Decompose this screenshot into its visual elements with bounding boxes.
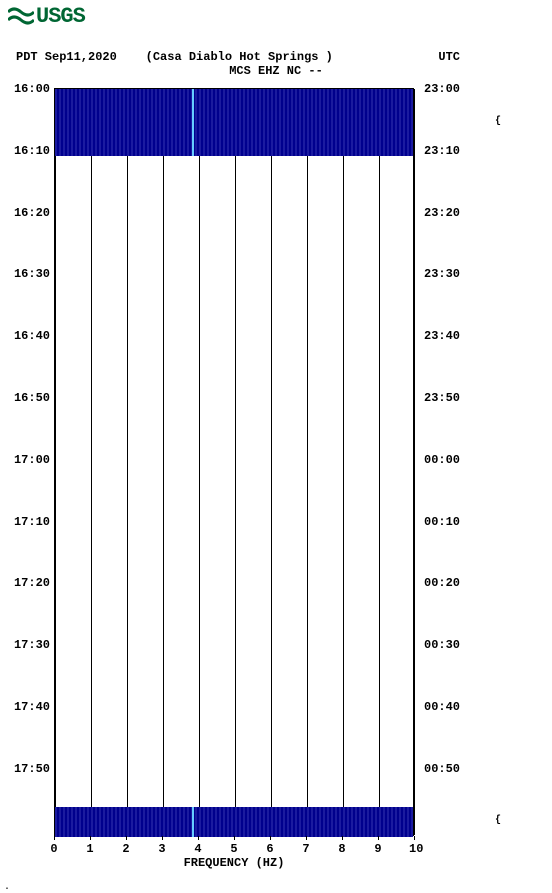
gridline-v [343, 89, 344, 835]
tickmark-x [234, 836, 235, 840]
ytick-right: 00:20 [424, 576, 460, 590]
ytick-left: 17:20 [6, 576, 50, 590]
gridline-v [271, 89, 272, 835]
signal-band [55, 89, 413, 156]
ytick-left: 16:50 [6, 391, 50, 405]
title-line1: MCS EHZ NC -- [0, 64, 552, 78]
corner-glyph: . [4, 882, 10, 893]
ytick-right: 00:30 [424, 638, 460, 652]
ytick-left: 16:00 [6, 82, 50, 96]
tickmark-x [162, 836, 163, 840]
xtick: 0 [49, 842, 59, 856]
ytick-right: 00:40 [424, 700, 460, 714]
xtick: 1 [85, 842, 95, 856]
gridline-v [379, 89, 380, 835]
ytick-right: 23:30 [424, 267, 460, 281]
date-left: PDT Sep11,2020 (Casa Diablo Hot Springs … [16, 50, 333, 64]
x-axis-label: FREQUENCY (HZ) [54, 856, 414, 870]
xtick: 4 [193, 842, 203, 856]
ytick-left: 16:40 [6, 329, 50, 343]
tickmark-x [270, 836, 271, 840]
xtick: 8 [337, 842, 347, 856]
gridline-v [414, 89, 415, 835]
gridline-v [55, 89, 56, 835]
ytick-left: 16:30 [6, 267, 50, 281]
ytick-left: 17:30 [6, 638, 50, 652]
xtick: 10 [409, 842, 419, 856]
ytick-left: 17:40 [6, 700, 50, 714]
ytick-right: 23:20 [424, 206, 460, 220]
xtick: 2 [121, 842, 131, 856]
ytick-right: 00:50 [424, 762, 460, 776]
xtick: 6 [265, 842, 275, 856]
tickmark-x [54, 836, 55, 840]
right-marker: { [495, 815, 501, 826]
ytick-left: 16:10 [6, 144, 50, 158]
ytick-right: 23:40 [424, 329, 460, 343]
ytick-right: 23:50 [424, 391, 460, 405]
wave-icon [8, 6, 34, 28]
logo-text: USGS [36, 4, 85, 29]
tickmark-x [306, 836, 307, 840]
gridline-v [199, 89, 200, 835]
chart-header: MCS EHZ NC -- [0, 36, 552, 92]
gridline-v [163, 89, 164, 835]
usgs-logo: USGS [8, 4, 85, 29]
right-marker: { [495, 116, 501, 127]
ytick-right: 00:10 [424, 515, 460, 529]
tickmark-x [90, 836, 91, 840]
tickmark-x [414, 836, 415, 840]
xtick: 9 [373, 842, 383, 856]
xtick: 5 [229, 842, 239, 856]
ytick-left: 16:20 [6, 206, 50, 220]
tickmark-x [342, 836, 343, 840]
spectrogram-chart [54, 88, 414, 836]
ytick-right: 23:00 [424, 82, 460, 96]
ytick-left: 17:50 [6, 762, 50, 776]
signal-band [55, 807, 413, 837]
xtick: 7 [301, 842, 311, 856]
ytick-left: 17:10 [6, 515, 50, 529]
ytick-right: 23:10 [424, 144, 460, 158]
gridline-v [235, 89, 236, 835]
xtick: 3 [157, 842, 167, 856]
ytick-left: 17:00 [6, 453, 50, 467]
tickmark-x [126, 836, 127, 840]
gridline-v [91, 89, 92, 835]
gridline-v [127, 89, 128, 835]
ytick-right: 00:00 [424, 453, 460, 467]
utc-label: UTC [438, 50, 460, 64]
gridline-v [307, 89, 308, 835]
tickmark-x [378, 836, 379, 840]
tickmark-x [198, 836, 199, 840]
